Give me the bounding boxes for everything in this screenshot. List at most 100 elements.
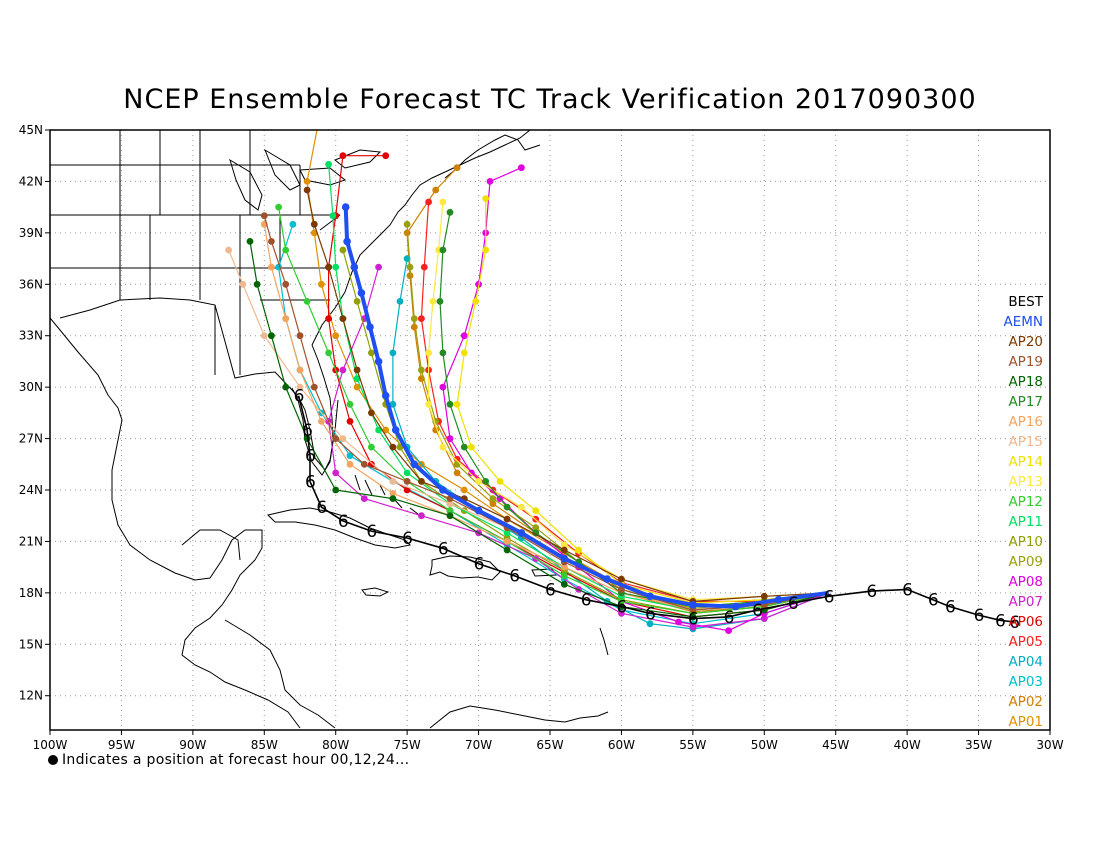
forecast-point-ap20 xyxy=(368,409,375,417)
forecast-point-ap18 xyxy=(503,546,511,554)
track-ap07 xyxy=(328,266,829,628)
forecast-point-ap20 xyxy=(325,263,332,271)
forecast-point-ap08 xyxy=(675,618,682,626)
y-tick-label: 15N xyxy=(19,637,43,651)
forecast-point-ap19 xyxy=(310,383,318,391)
y-axis-ticks: 12N 15N 18N 21N 24N 27N 30N 33N 36N 39N 42N 45N xyxy=(19,123,50,703)
forecast-point-ap01 xyxy=(460,486,468,494)
forecast-point-ap20 xyxy=(353,366,361,374)
legend-item-ap14: AP14 xyxy=(1008,454,1043,470)
forecast-point-aemn xyxy=(517,529,526,537)
forecast-point-ap16 xyxy=(318,418,325,425)
forecast-point-ap01 xyxy=(332,332,340,340)
track-aemn xyxy=(343,207,829,609)
forecast-point-ap12 xyxy=(446,507,454,514)
y-tick-label: 39N xyxy=(19,226,43,240)
hurricane-symbol-icon: 6 xyxy=(945,598,956,618)
forecast-point-aemn xyxy=(381,391,390,400)
legend-item-ap09: AP09 xyxy=(1008,554,1043,570)
forecast-point-aemn xyxy=(603,575,611,583)
hurricane-symbol-icon: 6 xyxy=(824,587,835,607)
forecast-point-ap12 xyxy=(282,246,290,254)
hurricane-symbol-icon: 6 xyxy=(616,598,627,618)
coast-jamaica xyxy=(361,587,390,597)
forecast-point-ap15 xyxy=(389,478,397,485)
legend-item-ap10: AP10 xyxy=(1008,534,1043,550)
y-tick-label: 30N xyxy=(19,380,43,394)
y-tick-label: 27N xyxy=(19,432,43,446)
forecast-point-ap07 xyxy=(760,615,768,622)
track-ap03 xyxy=(278,224,829,625)
ensemble-tracks xyxy=(225,130,829,634)
forecast-point-ap09 xyxy=(410,315,418,322)
forecast-point-ap06 xyxy=(403,486,411,494)
hurricane-symbol-icon: 6 xyxy=(294,387,305,407)
forecast-point-ap17 xyxy=(460,443,468,451)
forecast-point-ap17 xyxy=(439,246,447,254)
legend-item-best: BEST xyxy=(1008,294,1043,310)
forecast-point-ap05 xyxy=(425,198,432,206)
forecast-point-aemn xyxy=(391,426,400,434)
forecast-point-ap18 xyxy=(446,512,454,520)
forecast-point-ap16 xyxy=(268,263,275,271)
hurricane-symbol-icon: 6 xyxy=(928,591,939,611)
legend-item-ap07: AP07 xyxy=(1008,594,1043,610)
coast-puerto-rico xyxy=(531,568,557,577)
forecast-point-ap10 xyxy=(396,443,404,451)
legend-item-ap17: AP17 xyxy=(1008,394,1043,410)
state-borders xyxy=(50,130,341,375)
forecast-point-ap13 xyxy=(439,198,447,206)
coast-hispaniola xyxy=(429,555,501,581)
forecast-point-ap08 xyxy=(518,164,525,172)
forecast-point-ap15 xyxy=(225,246,233,254)
x-tick-label: 90W xyxy=(179,738,206,752)
forecast-point-ap15 xyxy=(339,435,347,442)
forecast-point-ap08 xyxy=(486,178,494,185)
forecast-point-ap14 xyxy=(532,507,540,514)
forecast-point-ap08 xyxy=(460,332,468,340)
track-ap14 xyxy=(456,198,829,604)
x-tick-label: 75W xyxy=(394,738,421,752)
x-tick-label: 30W xyxy=(1036,738,1063,752)
legend-item-ap13: AP13 xyxy=(1008,474,1043,490)
legend-item-aemn: AEMN xyxy=(1003,314,1043,330)
forecast-point-ap20 xyxy=(560,546,568,554)
forecast-point-ap15 xyxy=(296,383,304,391)
forecast-point-ap17 xyxy=(482,478,490,485)
track-ap06 xyxy=(328,155,829,618)
track-ap13 xyxy=(428,201,829,601)
track-ap02 xyxy=(406,167,829,613)
hurricane-symbol-icon: 6 xyxy=(438,539,449,559)
forecast-point-ap11 xyxy=(325,160,332,168)
forecast-point-ap14 xyxy=(496,478,504,485)
x-tick-label: 70W xyxy=(465,738,492,752)
forecast-point-aemn xyxy=(439,486,447,494)
forecast-point-ap12 xyxy=(325,349,332,357)
forecast-point-ap05 xyxy=(420,263,428,271)
x-tick-label: 60W xyxy=(608,738,635,752)
x-tick-label: 50W xyxy=(751,738,778,752)
legend-item-ap08: AP08 xyxy=(1008,574,1043,590)
forecast-point-aemn xyxy=(341,203,350,211)
forecast-point-ap15 xyxy=(446,500,454,508)
forecast-point-ap19 xyxy=(296,332,304,340)
track-ap17 xyxy=(439,212,829,608)
legend-item-ap02: AP02 xyxy=(1008,694,1043,710)
x-tick-label: 35W xyxy=(965,738,992,752)
forecast-point-ap16 xyxy=(346,460,354,468)
hurricane-symbol-icon: 6 xyxy=(752,601,763,621)
forecast-point-ap18 xyxy=(268,332,275,340)
forecast-point-ap18 xyxy=(253,280,261,288)
x-tick-label: 65W xyxy=(536,738,563,752)
hurricane-symbol-icon: 6 xyxy=(974,606,985,626)
forecast-point-ap08 xyxy=(468,469,475,477)
hurricane-symbol-icon: 6 xyxy=(305,472,316,492)
best-track-line xyxy=(297,395,1015,623)
y-tick-label: 33N xyxy=(19,329,43,343)
forecast-point-ap03 xyxy=(346,452,354,460)
forecast-point-ap09 xyxy=(532,524,540,532)
forecast-point-ap15 xyxy=(239,280,247,288)
forecast-point-ap20 xyxy=(503,515,511,523)
hurricane-symbol-icon: 6 xyxy=(688,610,699,630)
